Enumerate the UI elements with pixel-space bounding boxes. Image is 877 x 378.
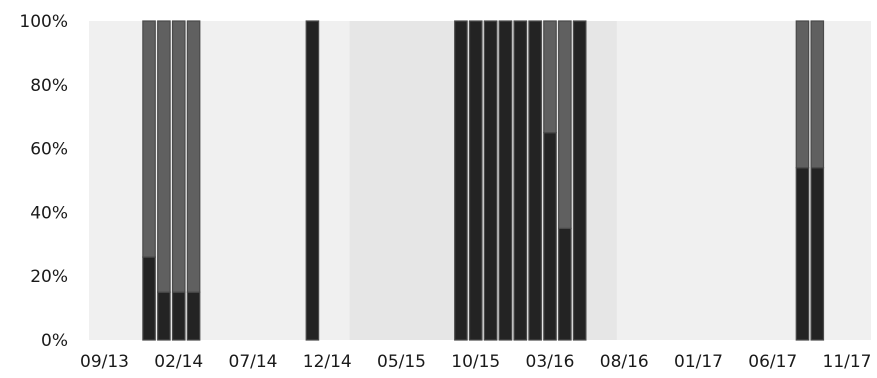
bar-segment <box>795 167 810 341</box>
bar-segment <box>171 20 186 293</box>
highlight-band <box>349 21 617 340</box>
bar-segment <box>468 20 483 341</box>
bar-segment <box>305 20 320 341</box>
bar-segment <box>157 20 171 293</box>
x-tick-label: 10/15 <box>451 352 500 372</box>
bars-layer <box>142 20 825 341</box>
bar-segment <box>528 20 542 341</box>
bar-segment <box>142 20 156 258</box>
bar-segment <box>795 20 810 169</box>
y-tick-label: 0% <box>41 331 68 351</box>
x-tick-label: 01/17 <box>674 352 723 372</box>
bar-segment <box>543 20 557 134</box>
x-axis-ticks: 09/13 02/14 07/14 12/14 05/15 10/15 03/16 08/16… <box>80 352 872 372</box>
bar-segment <box>498 20 513 341</box>
bar-segment <box>513 20 528 341</box>
bar-segment <box>543 132 557 341</box>
x-tick-label: 05/15 <box>377 352 426 372</box>
x-tick-label: 08/16 <box>600 352 649 372</box>
x-tick-label: 07/14 <box>229 352 278 372</box>
bar-segment <box>810 167 825 341</box>
bar-segment <box>558 227 572 341</box>
bar-segment <box>483 20 498 341</box>
bar-segment <box>454 20 468 341</box>
x-tick-label: 02/14 <box>154 352 203 372</box>
y-tick-label: 80% <box>30 76 68 96</box>
bar-segment <box>186 291 201 341</box>
y-tick-label: 100% <box>19 12 68 32</box>
bar-segment <box>186 20 201 293</box>
y-tick-label: 40% <box>30 203 68 223</box>
bar-segment <box>171 291 186 341</box>
bar-segment <box>558 20 572 229</box>
highlight-band-layer <box>349 21 617 340</box>
bar-segment <box>572 20 587 341</box>
x-tick-label: 11/17 <box>823 352 872 372</box>
x-tick-label: 06/17 <box>748 352 797 372</box>
bar-segment <box>157 291 171 341</box>
x-tick-label: 09/13 <box>80 352 129 372</box>
y-tick-label: 60% <box>30 140 68 160</box>
bar-segment <box>810 20 825 169</box>
x-tick-label: 03/16 <box>526 352 575 372</box>
y-tick-label: 20% <box>30 267 68 287</box>
bar-segment <box>142 256 156 341</box>
x-tick-label: 12/14 <box>303 352 352 372</box>
y-axis-ticks: 0% 20% 40% 60% 80% 100% <box>19 12 68 351</box>
